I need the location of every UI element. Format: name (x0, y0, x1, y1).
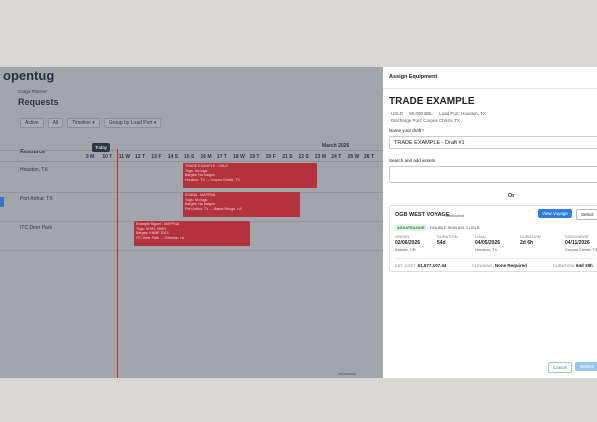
cost: EST. COST: $1,577,107.44 (395, 263, 446, 268)
booking-bar: ESANA - MAPFNA Tugs: No tugs Barges: No ba… (183, 192, 300, 217)
planner: opentug Cargo Planner Requests Active All… (0, 67, 383, 378)
meta-item: Discharge Port: Corpus Christi, TX (391, 118, 460, 123)
bar-line: ESANA - MAPFNA (185, 193, 216, 197)
leg-value: 2d 6h (520, 240, 534, 246)
logo: opentug (3, 68, 55, 83)
voyage-card: OGB WEST VOYAGE Dedicated View Voyage Se… (389, 205, 597, 272)
booking-bar: Example Bignel - MAPFNA Tugs: SHIFL HMFL B… (134, 221, 250, 246)
bar-line: Tugs: No tugs (185, 197, 208, 202)
day: 26 T (363, 154, 374, 160)
today-tooltip: Today (92, 143, 111, 152)
row-label: ITC Deer Park (20, 225, 52, 231)
leg-place: Corpus Christi, TX (565, 247, 597, 252)
leg-value: 02/06/2026 (395, 240, 421, 246)
day: 18 W (233, 154, 245, 160)
meta-item: 50,000 BBL (409, 111, 433, 116)
day: 21 S (282, 154, 293, 160)
day: 11 W (118, 154, 131, 160)
bar-line: TRADE EXAMPLE - USLD (185, 164, 228, 168)
filter-button[interactable]: Group by Load Port ▾ (103, 118, 162, 128)
or: Or (508, 193, 515, 199)
filters: Active All Timeline ▾ Group by Load Port ▾ (20, 118, 162, 128)
tag: Dedicated (446, 213, 465, 218)
draft-input[interactable]: TRADE EXAMPLE - Draft #1 (389, 136, 597, 149)
leg-label: DISCHARGE (565, 234, 589, 239)
bar-line: ITC Deer Park → Geismar, LA (136, 235, 185, 240)
panel-header: Assign Equipment (389, 74, 438, 80)
bar-line: Barges: KNMF 2013 (136, 231, 169, 236)
day: 15 S (184, 154, 195, 160)
day: 17 T (216, 154, 227, 160)
duration: DURATION: 64d 18h (553, 263, 593, 268)
leg-label: LOAD (475, 234, 486, 239)
select-button[interactable]: Select (576, 209, 597, 220)
day: 19 T (249, 154, 260, 160)
resource-header: Resource (20, 149, 46, 155)
cleaning: CLEANING: None Required (472, 263, 527, 268)
leg-value: 04/05/2026 (475, 240, 501, 246)
leg-label: ORIGIN (395, 234, 410, 239)
view-button[interactable]: View Voyage (538, 209, 572, 218)
filter-button[interactable]: All (47, 118, 64, 128)
leg-label: DURATION (520, 234, 541, 239)
day: 24 T (331, 154, 342, 160)
cancel-button[interactable]: Cancel (548, 362, 573, 373)
leg-value: 04/11/2026 (565, 240, 590, 246)
label: CLEANING: (472, 263, 494, 268)
value: 64d 18h (575, 263, 593, 268)
month: March 2026 (322, 143, 350, 149)
assign-panel: Assign Equipment TRADE EXAMPLE USLD 50,0… (383, 67, 597, 378)
row-label: Houston, TX (20, 167, 48, 173)
leg-place: Houston, TX (475, 247, 498, 252)
bar-line: Barges: No barges (185, 202, 215, 207)
day: 14 S (167, 154, 179, 160)
page-title: Requests (18, 97, 59, 107)
bar-line: Houston, TX → Corpus Christi, TX (185, 177, 240, 182)
row-line (0, 250, 383, 251)
leg-label: DURATION (437, 234, 458, 239)
bar-line: Example Bignel - MAPFNA (136, 222, 180, 226)
bar-line: Port Arthur, TX → Baton Rouge, LA (185, 206, 242, 211)
label: Name your draft * (389, 128, 425, 133)
value: $1,577,107.44 (417, 263, 447, 268)
vessel: ASSATEAGUE (395, 224, 427, 231)
filter-button[interactable]: Timeline ▾ (67, 118, 100, 128)
day: 23 M (314, 154, 327, 160)
day: 16 M (200, 154, 212, 160)
day: 25 W (347, 154, 360, 160)
bar-line: Tugs: SHIFL HMFL (136, 226, 167, 231)
meta-item: USLD (391, 111, 404, 116)
value: None Required (494, 263, 527, 268)
filter-button[interactable]: Active (20, 118, 44, 128)
bar-line: Barges: No barges (185, 173, 215, 178)
day: 10 T (102, 154, 113, 160)
label: DURATION: (553, 263, 575, 268)
search-input[interactable] (389, 166, 597, 183)
day: 9 M (86, 154, 95, 160)
meta: USLD 50,000 BBL Load Port: Houston, TX D… (391, 110, 591, 124)
leg-value: 54d (437, 240, 446, 246)
bar-line: Tugs: No tugs (185, 168, 208, 173)
day: 22 S (298, 154, 309, 160)
day: 20 F (265, 154, 276, 160)
label: EST. COST: (395, 263, 417, 268)
spec: DOUBLE SKIN 601 // USLB (430, 225, 480, 230)
booking-bar: TRADE EXAMPLE - USLD Tugs: No tugs Barges:… (183, 163, 317, 188)
day: 13 F (151, 154, 162, 160)
leg-place: Astoria, OR (395, 247, 416, 252)
breadcrumb: Cargo Planner (18, 89, 48, 94)
submit-button[interactable]: Submit (575, 362, 597, 371)
app: opentug Cargo Planner Requests Active All… (0, 67, 597, 378)
label: Search and add assets (389, 158, 436, 163)
row-label: Port Arthur, TX (20, 196, 53, 202)
panel-title: TRADE EXAMPLE (389, 96, 475, 107)
day: 12 T (135, 154, 146, 160)
voyage: OGB WEST VOYAGE (395, 212, 450, 218)
meta-item: Load Port: Houston, TX (439, 111, 487, 116)
